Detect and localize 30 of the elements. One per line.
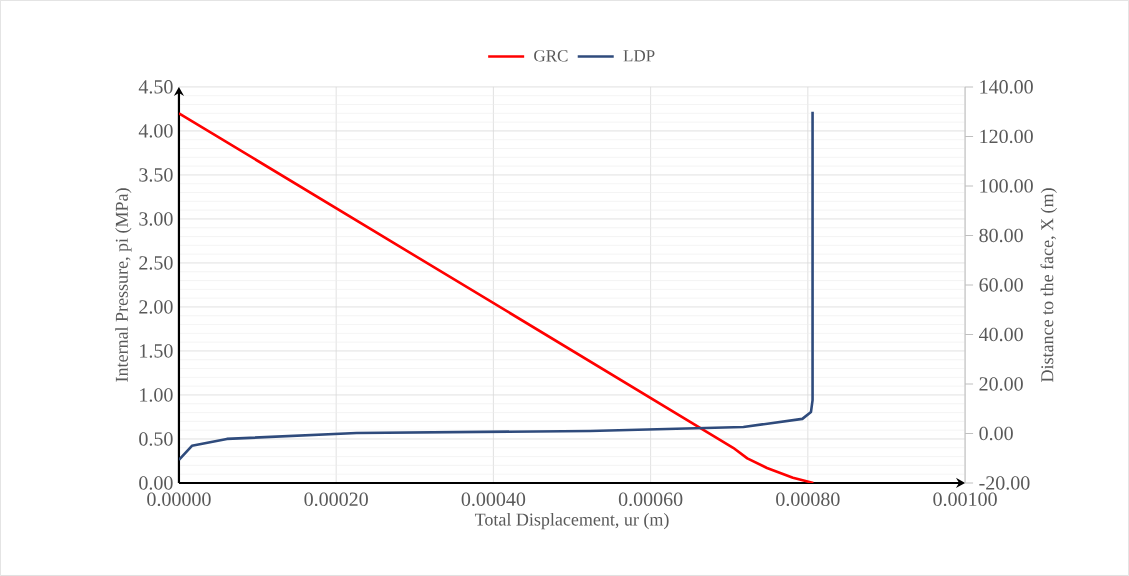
y-tick-label: 1.50: [140, 344, 173, 358]
y2-tick-label: 20.00: [979, 377, 1023, 391]
y2-tick-label: 0.00: [979, 426, 1013, 441]
y-tick-label: 0.50: [139, 432, 173, 446]
x-tick-label: 0.00060: [618, 492, 683, 507]
y-tick-label: 0.00: [139, 476, 173, 490]
y2-axis-title: Distance to the face, X (m): [1040, 188, 1057, 382]
legend-label: LDP: [623, 50, 655, 62]
x-axis-title: Total Displacement, ur (m): [474, 513, 669, 530]
y2-tick-label: 120.00: [980, 129, 1033, 144]
y2-tick-label: 100.00: [980, 179, 1033, 193]
y-tick-label: 3.50: [139, 168, 173, 182]
x-tick-label: 0.00020: [304, 492, 368, 507]
y-axis-title: Internal Pressure, pi (MPa): [115, 188, 132, 382]
y-tick-label: 2.50: [139, 256, 173, 270]
x-tick-label: 0.00000: [147, 492, 211, 507]
y2-tick-label: 80.00: [979, 228, 1023, 243]
y-tick-label: 1.00: [140, 388, 173, 402]
x-tick-label: 0.00080: [776, 492, 840, 507]
y2-tick-label: 60.00: [979, 278, 1023, 292]
y-tick-label: 3.00: [139, 212, 173, 226]
y2-tick-label: 40.00: [979, 327, 1023, 342]
y-tick-label: 2.00: [139, 300, 173, 314]
y2-tick-label: -20.00: [979, 476, 1030, 490]
y-tick-label: 4.50: [138, 80, 173, 94]
x-tick-label: 0.00100: [933, 492, 997, 507]
x-tick-label: 0.00040: [461, 492, 526, 507]
legend-label: GRC: [534, 50, 568, 62]
y-tick-label: 4.00: [138, 124, 173, 138]
y2-tick-label: 140.00: [980, 80, 1033, 94]
